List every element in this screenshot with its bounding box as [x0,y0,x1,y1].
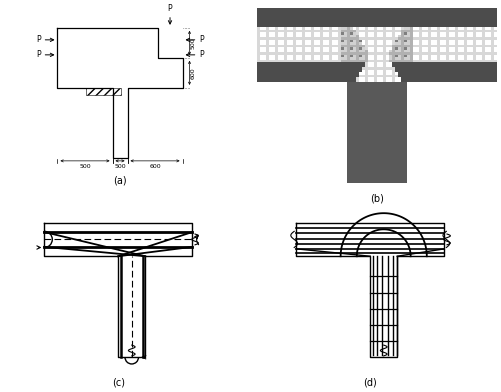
Text: (b): (b) [369,193,383,203]
Text: 500: 500 [114,164,126,169]
Bar [85,88,120,95]
Text: (c): (c) [112,377,125,387]
Text: P: P [36,50,41,59]
Text: P: P [199,35,204,44]
Text: P: P [167,4,172,13]
Text: 500: 500 [191,37,195,49]
Text: 600: 600 [191,67,195,79]
Text: 600: 600 [149,164,160,169]
Text: (d): (d) [363,377,376,387]
Text: P: P [36,35,41,44]
Text: (a): (a) [113,176,127,186]
Text: P: P [199,50,204,59]
Text: 500: 500 [79,164,91,169]
